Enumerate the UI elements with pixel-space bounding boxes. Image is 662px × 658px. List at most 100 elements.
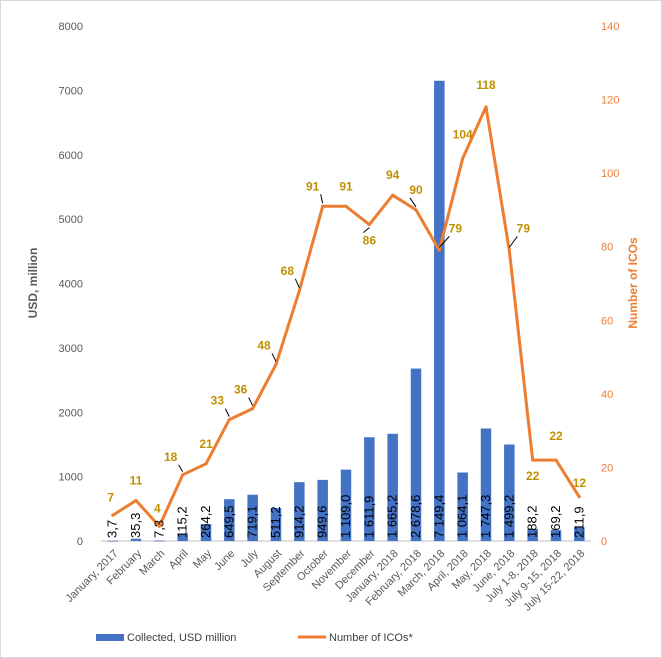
bar (434, 80, 445, 541)
line-data-labels: 7 11 4 18 21 33 36 48 68 91 91 86 94 90 79 104 118 79 22 22… (107, 78, 586, 515)
bar (550, 530, 562, 541)
bar-data-label: 649,5 (221, 505, 236, 538)
label-leader-line (178, 464, 184, 473)
y-tick-label: 3000 (59, 343, 83, 355)
legend-label-bars: Collected, USD million (127, 632, 236, 644)
y-tick-label: 5000 (59, 214, 83, 226)
line-data-label: 12 (573, 476, 587, 490)
line-point (554, 458, 558, 462)
bar (294, 482, 305, 541)
y2-tick-label: 40 (601, 389, 613, 401)
line-point (321, 204, 325, 208)
bar-data-label: 1 611,9 (361, 496, 376, 538)
category-label: March (137, 548, 167, 578)
y2-tick-label: 120 (601, 95, 619, 107)
line-data-label: 104 (453, 127, 473, 141)
line-point (367, 223, 371, 227)
bar-data-label: 169,2 (548, 505, 563, 538)
bar (504, 444, 515, 541)
label-leader-line (508, 236, 518, 248)
line-data-label: 91 (306, 179, 320, 193)
y-axis-title: USD, million (26, 248, 40, 319)
bar (410, 368, 422, 541)
label-leader-line (248, 397, 254, 406)
legend-label-line: Number of ICOs* (329, 632, 413, 644)
category-label: June (212, 548, 237, 573)
line-data-label: 94 (386, 168, 400, 182)
bar-data-label: 1 665,2 (385, 495, 400, 538)
line-point (274, 362, 278, 366)
bar-data-label: 914,2 (291, 505, 306, 538)
line-point (181, 473, 185, 477)
label-leader-line (409, 197, 417, 208)
y-tick-label: 2000 (59, 407, 83, 419)
line-data-label: 36 (234, 383, 248, 397)
bar (247, 494, 258, 541)
line-point (437, 248, 441, 252)
line-data-label: 86 (363, 234, 377, 248)
bar-data-label: 264,2 (198, 505, 213, 538)
bar (527, 528, 538, 541)
bar (224, 499, 235, 541)
label-leader-line (438, 236, 450, 248)
category-label: April (167, 548, 191, 572)
line-point (577, 495, 581, 499)
line-data-label: 7 (107, 490, 114, 504)
y2-tick-label: 60 (601, 315, 613, 327)
label-leader-line (271, 353, 277, 362)
label-leader-line (294, 278, 300, 289)
bar (364, 437, 375, 541)
bar-data-labels: 3,7 35,3 7,3 115,2 264,2 649,5 719,1 511,2 914,2… (105, 495, 587, 538)
line-data-label: 48 (257, 338, 271, 352)
line-point (391, 193, 395, 197)
bar (130, 538, 142, 541)
y2-tick-label: 0 (601, 536, 607, 548)
y2-axis-title: Number of ICOs (626, 237, 640, 329)
bar (317, 479, 328, 541)
label-leaders (178, 194, 518, 473)
line-point (344, 204, 348, 208)
line-data-label: 22 (549, 429, 563, 443)
y2-tick-label: 100 (601, 168, 619, 180)
line-point (227, 418, 231, 422)
y2-tick-label: 140 (601, 21, 619, 33)
line-data-label: 21 (199, 437, 213, 451)
bar-data-label: 35,3 (128, 513, 143, 538)
y-tick-label: 6000 (59, 150, 83, 162)
line-data-label: 22 (526, 469, 540, 483)
line-data-label: 4 (154, 501, 161, 515)
line-data-label: 79 (449, 221, 463, 235)
left-axis-ticks: 0 1000 2000 3000 4000 5000 6000 7000 8000 (59, 21, 83, 548)
line-point (111, 513, 115, 517)
bar (200, 523, 212, 541)
line-point (204, 462, 208, 466)
bar-data-label: 188,2 (525, 505, 540, 538)
line-data-label: 91 (339, 179, 353, 193)
bar (107, 540, 118, 542)
line-data-label: 33 (211, 394, 225, 408)
y2-tick-label: 80 (601, 242, 613, 254)
bar-data-label: 949,6 (315, 505, 330, 538)
line-point (157, 524, 161, 528)
bar-data-label: 211,9 (571, 506, 586, 538)
line-point (134, 499, 138, 503)
y2-tick-label: 20 (601, 462, 613, 474)
bar (177, 533, 188, 541)
line-data-label: 11 (130, 474, 143, 488)
line-data-label: 90 (409, 183, 423, 197)
right-axis-ticks: 0 20 40 60 80 100 120 140 (601, 21, 619, 548)
bar-data-label: 719,1 (245, 505, 260, 538)
bar-data-label: 1 747,3 (478, 495, 493, 538)
bar (574, 527, 585, 541)
bar-data-label: 2 678,6 (408, 495, 423, 538)
legend-swatch-bars (96, 634, 124, 641)
bar (387, 433, 398, 541)
bar (340, 469, 352, 541)
line-point (484, 105, 488, 109)
bar-data-label: 7,3 (151, 520, 166, 538)
y-tick-label: 4000 (59, 279, 83, 291)
bar (270, 508, 282, 541)
